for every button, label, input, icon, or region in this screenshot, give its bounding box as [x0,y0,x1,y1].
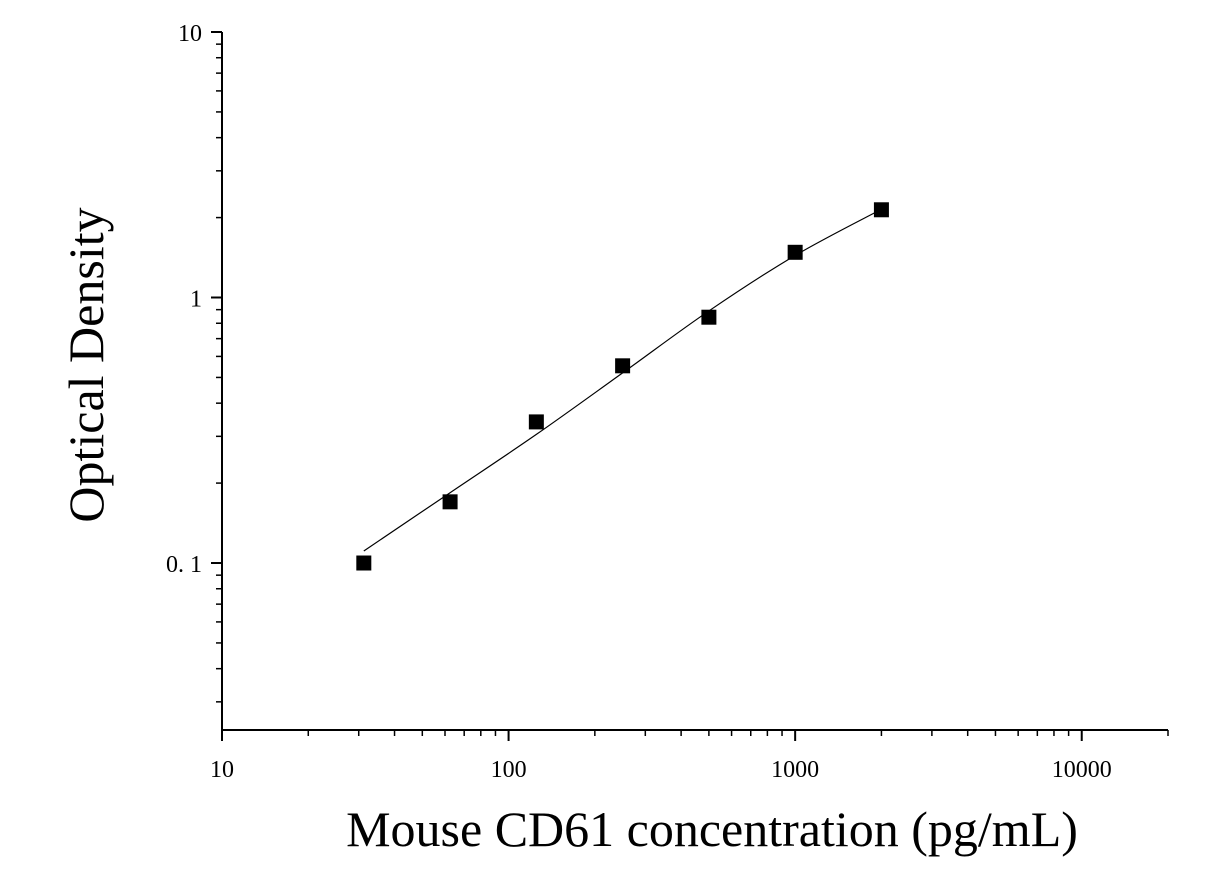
data-point [356,555,372,571]
fit-curve-layer [363,208,882,552]
data-point [701,309,717,325]
x-tick-label: 10000 [1052,757,1112,783]
axes: 10 100 1000 10000 0. 1 1 10 [166,21,1169,783]
x-tick-label: 1000 [771,757,819,783]
data-points [356,202,889,571]
x-tick-label: 100 [491,757,527,783]
data-point [873,202,889,218]
data-point [442,494,458,510]
data-point [615,358,631,374]
y-tick-label: 0. 1 [166,552,202,578]
y-axis-title: Optical Density [58,207,114,522]
x-tick-label: 10 [210,757,234,783]
fit-curve [363,208,882,552]
x-axis-title: Mouse CD61 concentration (pg/mL) [346,801,1078,857]
y-tick-label: 10 [178,21,202,47]
data-point [787,244,803,260]
y-tick-label: 1 [190,287,202,313]
data-point [528,414,544,430]
